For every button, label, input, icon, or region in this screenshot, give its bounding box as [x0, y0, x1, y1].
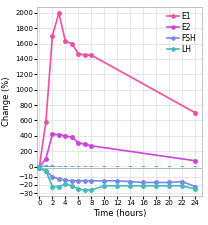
FSH — [45, 165, 47, 168]
E1 — [90, 54, 93, 56]
X-axis label: Time (hours): Time (hours) — [93, 209, 146, 218]
LH — [77, 167, 80, 170]
E1 — [71, 42, 73, 45]
LH — [103, 167, 106, 169]
E1 — [51, 35, 54, 37]
FSH — [194, 167, 197, 170]
FSH — [181, 166, 183, 169]
E2 — [90, 144, 93, 147]
E2 — [38, 165, 41, 168]
E2 — [58, 133, 60, 136]
FSH — [77, 166, 80, 169]
LH — [64, 167, 67, 169]
LH — [84, 167, 86, 170]
E1 — [38, 165, 41, 168]
E2 — [77, 141, 80, 144]
Line: E2: E2 — [38, 133, 197, 168]
E1 — [45, 121, 47, 123]
Line: FSH: FSH — [38, 165, 197, 170]
LH — [181, 167, 183, 169]
FSH — [168, 166, 171, 169]
FSH — [84, 166, 86, 169]
Line: LH: LH — [38, 165, 197, 170]
E1 — [64, 40, 67, 43]
E1 — [58, 11, 60, 14]
FSH — [51, 166, 54, 169]
Line: E1: E1 — [38, 11, 197, 168]
FSH — [142, 166, 145, 169]
LH — [38, 165, 41, 168]
E2 — [194, 159, 197, 162]
LH — [155, 167, 157, 169]
LH — [168, 167, 171, 169]
FSH — [155, 166, 157, 169]
FSH — [64, 166, 67, 169]
E1 — [77, 52, 80, 55]
FSH — [103, 166, 106, 169]
Text: Change (%): Change (%) — [2, 76, 11, 126]
LH — [58, 167, 60, 170]
FSH — [38, 165, 41, 168]
LH — [142, 167, 145, 169]
E1 — [84, 54, 86, 56]
E1 — [194, 111, 197, 114]
LH — [116, 167, 119, 169]
LH — [71, 167, 73, 169]
LH — [90, 167, 93, 170]
FSH — [90, 166, 93, 169]
LH — [194, 167, 197, 170]
LH — [45, 165, 47, 168]
E2 — [84, 143, 86, 146]
Legend: E1, E2, FSH, LH: E1, E2, FSH, LH — [166, 11, 198, 55]
FSH — [116, 166, 119, 169]
E2 — [64, 135, 67, 137]
FSH — [71, 166, 73, 169]
E2 — [71, 136, 73, 139]
FSH — [129, 166, 132, 169]
LH — [129, 167, 132, 169]
FSH — [58, 166, 60, 169]
LH — [51, 167, 54, 170]
E2 — [51, 133, 54, 136]
E2 — [45, 158, 47, 160]
